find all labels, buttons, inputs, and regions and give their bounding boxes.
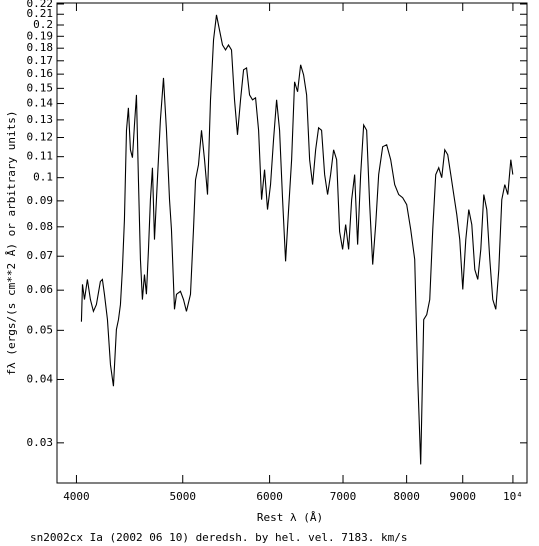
y-tick-label: 0.1 [33,171,53,184]
y-tick-label: 0.11 [27,150,54,163]
y-tick-label: 0.17 [27,54,54,67]
x-tick-label: 8000 [393,490,420,503]
y-tick-label: 0.2 [33,18,53,31]
plot-frame [56,2,528,484]
caption: sn2002cx Ia (2002 06 10) deredsh. by hel… [30,531,408,544]
x-tick-label: 4000 [63,490,90,503]
x-axis-label: Rest λ (Å) [257,511,323,524]
y-tick-label: 0.03 [27,436,54,449]
y-axis-label: fλ (ergs/(s cm**2 Å) or arbitrary units) [5,111,18,376]
x-tick-label: 10⁴ [503,490,523,503]
y-tick-label: 0.14 [27,97,54,110]
y-tick-label: 0.16 [27,67,54,80]
y-tick-label: 0.21 [27,7,54,20]
y-tick-label: 0.13 [27,113,54,126]
y-tick-label: 0.09 [27,194,54,207]
spectrum-line [80,14,514,465]
x-tick-label: 9000 [449,490,476,503]
y-tick-label: 0.22 [27,0,54,10]
y-tick-label: 0.18 [27,41,54,54]
y-tick-label: 0.12 [27,131,54,144]
x-tick-label: 6000 [256,490,283,503]
x-tick-label: 7000 [330,490,357,503]
y-tick-label: 0.15 [27,81,54,94]
x-tick-label: 5000 [169,490,196,503]
y-tick-label: 0.05 [27,323,54,336]
y-tick-label: 0.08 [27,220,54,233]
y-tick-label: 0.04 [27,372,54,385]
y-tick-label: 0.19 [27,29,54,42]
y-tick-label: 0.07 [27,249,54,262]
y-tick-label: 0.06 [27,283,54,296]
